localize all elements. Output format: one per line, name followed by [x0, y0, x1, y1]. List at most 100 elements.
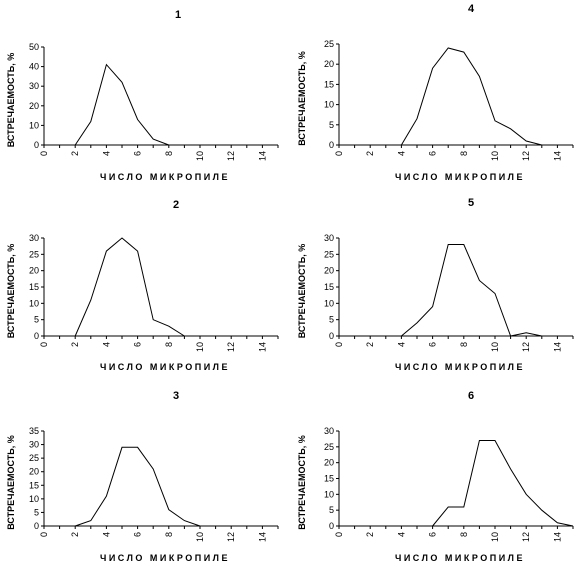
x-tick-label: 10 [490, 342, 500, 352]
x-tick-label: 14 [257, 151, 267, 161]
y-tick-label: 30 [29, 233, 39, 243]
x-tick-label: 0 [39, 342, 49, 347]
y-tick-label: 0 [329, 140, 334, 150]
x-axis-label: ЧИСЛО МИКРОПИЛЕ [395, 362, 525, 372]
y-tick-label: 5 [34, 315, 39, 325]
y-tick-label: 15 [324, 79, 334, 89]
y-tick-label: 30 [324, 426, 334, 436]
x-tick-label: 10 [195, 151, 205, 161]
chart-title: 4 [468, 3, 475, 15]
x-tick-label: 4 [101, 151, 111, 156]
y-axis-label: ВСТРЕЧАЕМОСТЬ, % [6, 244, 16, 339]
x-tick-label: 10 [195, 532, 205, 542]
x-tick-label: 14 [552, 342, 562, 352]
x-tick-label: 4 [101, 532, 111, 537]
x-tick-label: 14 [257, 342, 267, 352]
y-tick-label: 20 [29, 266, 39, 276]
y-tick-label: 30 [29, 440, 39, 450]
y-tick-label: 25 [324, 39, 334, 49]
chart-title: 5 [468, 197, 474, 209]
x-tick-label: 12 [521, 151, 531, 161]
series-line [400, 47, 542, 146]
x-tick-label: 2 [70, 151, 80, 156]
x-tick-label: 8 [164, 532, 174, 537]
x-tick-label: 6 [428, 151, 438, 156]
chart-panel-3: 0 5 10 15 20 25 30 35 0 2 4 6 8 10 12 14 3 ЧИСЛО МИКРОПИЛ… [6, 390, 279, 563]
y-tick-label: 10 [29, 298, 39, 308]
x-tick-label: 4 [396, 342, 406, 347]
x-tick-label: 10 [195, 342, 205, 352]
y-tick-label: 10 [29, 494, 39, 504]
x-tick-label: 12 [521, 342, 531, 352]
y-tick-label: 10 [324, 298, 334, 308]
series-line [432, 440, 574, 527]
y-tick-label: 0 [329, 331, 334, 341]
chart-panel-2: 0 5 10 15 20 25 30 0 2 4 6 8 10 12 14 2 ЧИСЛО МИКРОПИЛЕ В… [6, 199, 279, 372]
x-tick-label: 8 [459, 342, 469, 347]
y-tick-label: 25 [29, 249, 39, 259]
chart-panel-6: 0 5 10 15 20 25 30 0 2 4 6 8 10 12 14 6 ЧИСЛО МИКРОПИЛЕ В… [297, 390, 574, 563]
y-tick-label: 40 [29, 62, 39, 72]
y-tick-label: 20 [324, 266, 334, 276]
y-tick-label: 0 [329, 521, 334, 531]
x-tick-label: 6 [133, 342, 143, 347]
y-tick-label: 20 [29, 467, 39, 477]
y-tick-label: 0 [34, 521, 39, 531]
x-axis-label: ЧИСЛО МИКРОПИЛЕ [100, 553, 230, 563]
y-tick-label: 15 [29, 282, 39, 292]
x-tick-label: 12 [226, 342, 236, 352]
x-tick-label: 0 [334, 532, 344, 537]
series-line [75, 446, 201, 527]
x-tick-label: 6 [428, 342, 438, 347]
x-tick-label: 12 [226, 532, 236, 542]
y-tick-label: 10 [29, 120, 39, 130]
y-tick-label: 25 [324, 249, 334, 259]
x-tick-label: 6 [133, 532, 143, 537]
y-tick-label: 15 [324, 474, 334, 484]
y-tick-label: 10 [324, 489, 334, 499]
x-tick-label: 2 [70, 342, 80, 347]
y-tick-label: 15 [29, 480, 39, 490]
y-axis-label: ВСТРЕЧАЕМОСТЬ, % [297, 244, 307, 339]
series-line [74, 237, 185, 337]
x-tick-label: 4 [101, 342, 111, 347]
x-tick-label: 8 [164, 151, 174, 156]
chart-title: 3 [173, 390, 179, 402]
y-tick-label: 5 [34, 507, 39, 517]
y-tick-label: 10 [324, 100, 334, 110]
y-tick-label: 30 [29, 81, 39, 91]
chart-panel-4: 0 5 10 15 20 25 0 2 4 6 8 10 12 14 4 ЧИСЛО МИКРОПИЛЕ ВСТ… [297, 3, 574, 182]
x-tick-label: 2 [365, 532, 375, 537]
chart-title: 1 [175, 9, 181, 21]
x-tick-label: 6 [428, 532, 438, 537]
y-tick-label: 20 [324, 458, 334, 468]
y-tick-label: 20 [324, 59, 334, 69]
x-tick-label: 4 [396, 151, 406, 156]
y-axis-label: ВСТРЕЧАЕМОСТЬ, % [297, 51, 307, 146]
x-tick-label: 4 [396, 532, 406, 537]
series-line [74, 63, 169, 146]
y-tick-label: 20 [29, 101, 39, 111]
x-tick-label: 2 [365, 342, 375, 347]
chart-title: 6 [468, 390, 474, 402]
x-tick-label: 10 [490, 532, 500, 542]
x-tick-label: 8 [459, 151, 469, 156]
y-axis-label: ВСТРЕЧАЕМОСТЬ, % [6, 435, 16, 530]
series-line [401, 244, 542, 337]
y-tick-label: 0 [34, 331, 39, 341]
y-tick-label: 25 [29, 453, 39, 463]
x-tick-label: 0 [334, 342, 344, 347]
y-tick-label: 35 [29, 426, 39, 436]
y-tick-label: 0 [34, 140, 39, 150]
x-tick-label: 8 [164, 342, 174, 347]
y-tick-label: 15 [324, 282, 334, 292]
y-tick-label: 30 [324, 233, 334, 243]
x-axis-label: ЧИСЛО МИКРОПИЛЕ [100, 362, 230, 372]
x-tick-label: 14 [552, 151, 562, 161]
y-axis-label: ВСТРЕЧАЕМОСТЬ, % [6, 53, 16, 148]
x-tick-label: 0 [39, 151, 49, 156]
x-axis-label: ЧИСЛО МИКРОПИЛЕ [100, 172, 230, 182]
x-tick-label: 12 [226, 151, 236, 161]
